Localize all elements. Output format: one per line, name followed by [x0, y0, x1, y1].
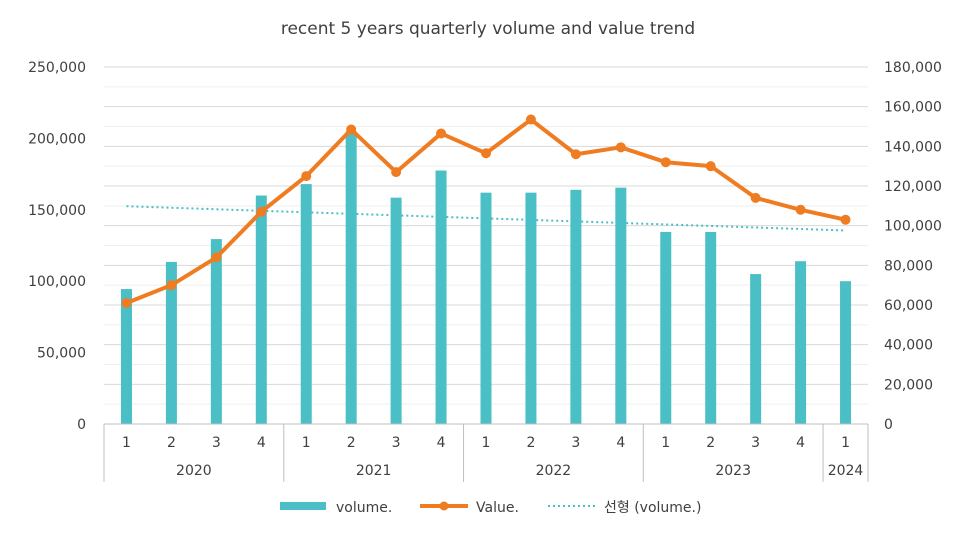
legend-label-trendline: 선형 (volume.) [604, 500, 701, 516]
volume-bar [210, 239, 222, 424]
value-point [346, 124, 357, 135]
left-axis-tick-label: 200,000 [28, 131, 86, 147]
value-point [795, 204, 806, 215]
right-axis-ticks: 0 20,000 40,000 60,000 80,000 100,000 120,000 1… [884, 60, 942, 433]
value-point [615, 142, 626, 153]
x-tick-label: 1 [302, 435, 311, 451]
volume-bar [750, 274, 762, 424]
x-tick-label: 1 [661, 435, 670, 451]
chart-title: recent 5 years quarterly volume and valu… [281, 19, 695, 39]
right-axis-tick-label: 80,000 [884, 258, 933, 274]
x-axis: 1 2 3 4 1 2 3 4 1 2 3 4 1 2 3 4 1 2020 2021 2022 2023 2024 [103, 423, 869, 482]
right-axis-tick-label: 100,000 [884, 219, 942, 235]
volume-bar [435, 170, 447, 424]
value-point [301, 171, 312, 182]
volume-bar [300, 184, 312, 424]
x-group-label: 2020 [176, 463, 212, 479]
value-point [840, 214, 851, 225]
x-tick-label: 3 [571, 435, 580, 451]
value-point [750, 192, 761, 203]
volume-bar [255, 195, 267, 424]
legend: volume. Value. 선형 (volume.) [280, 500, 701, 516]
x-tick-label: 1 [482, 435, 491, 451]
value-point [705, 161, 716, 172]
left-axis-tick-label: 150,000 [28, 203, 86, 219]
x-group-label: 2024 [828, 463, 864, 479]
legend-label-value: Value. [476, 500, 519, 516]
value-point [211, 252, 222, 263]
value-point [436, 128, 447, 139]
volume-bar [390, 197, 402, 424]
right-axis-tick-label: 20,000 [884, 377, 933, 393]
right-axis-tick-label: 120,000 [884, 179, 942, 195]
x-tick-label: 1 [122, 435, 131, 451]
right-axis-tick-label: 0 [884, 417, 893, 433]
volume-bar [525, 192, 537, 424]
value-point [121, 298, 132, 309]
right-axis-tick-label: 140,000 [884, 139, 942, 155]
gridlines [104, 66, 868, 405]
left-axis-tick-label: 100,000 [28, 274, 86, 290]
value-point [481, 148, 491, 159]
right-axis-tick-label: 40,000 [884, 338, 933, 354]
right-axis-tick-label: 60,000 [884, 298, 933, 314]
x-tick-label: 3 [392, 435, 401, 451]
value-point [660, 157, 671, 168]
x-tick-label: 2 [167, 435, 176, 451]
x-tick-label: 1 [841, 435, 850, 451]
legend-swatch-value-marker [439, 501, 449, 511]
volume-bar [570, 189, 582, 424]
legend-label-volume: volume. [336, 500, 392, 516]
left-axis-tick-label: 50,000 [37, 346, 86, 362]
x-tick-label: 4 [616, 435, 625, 451]
volume-bar [165, 261, 177, 424]
legend-swatch-volume [280, 502, 326, 510]
value-point [166, 280, 177, 291]
x-tick-label: 2 [347, 435, 356, 451]
left-axis-tick-label: 250,000 [28, 60, 86, 76]
volume-bar [660, 231, 672, 424]
value-point [256, 206, 267, 217]
value-line-group [121, 114, 851, 309]
x-tick-label: 2 [526, 435, 535, 451]
x-group-label: 2021 [356, 463, 392, 479]
x-tick-label: 4 [257, 435, 266, 451]
x-tick-label: 4 [796, 435, 805, 451]
x-group-label: 2023 [715, 463, 751, 479]
value-point [391, 167, 402, 178]
x-tick-label: 3 [751, 435, 760, 451]
x-tick-label: 4 [437, 435, 446, 451]
volume-bar [615, 187, 627, 424]
volume-bar [120, 289, 132, 424]
volume-bars [120, 131, 852, 424]
left-axis-ticks: 0 50,000 100,000 150,000 200,000 250,000 [28, 60, 86, 433]
x-group-label: 2022 [536, 463, 572, 479]
volume-bar [795, 261, 807, 424]
left-axis-tick-label: 0 [77, 417, 86, 433]
value-point [570, 149, 581, 160]
volume-bar [840, 281, 852, 424]
value-point [525, 114, 536, 125]
x-tick-label: 2 [706, 435, 715, 451]
volume-bar [480, 192, 492, 424]
volume-bar [345, 131, 357, 424]
right-axis-tick-label: 180,000 [884, 60, 942, 76]
x-tick-label: 3 [212, 435, 221, 451]
right-axis-tick-label: 160,000 [884, 100, 942, 116]
volume-bar [705, 231, 717, 424]
